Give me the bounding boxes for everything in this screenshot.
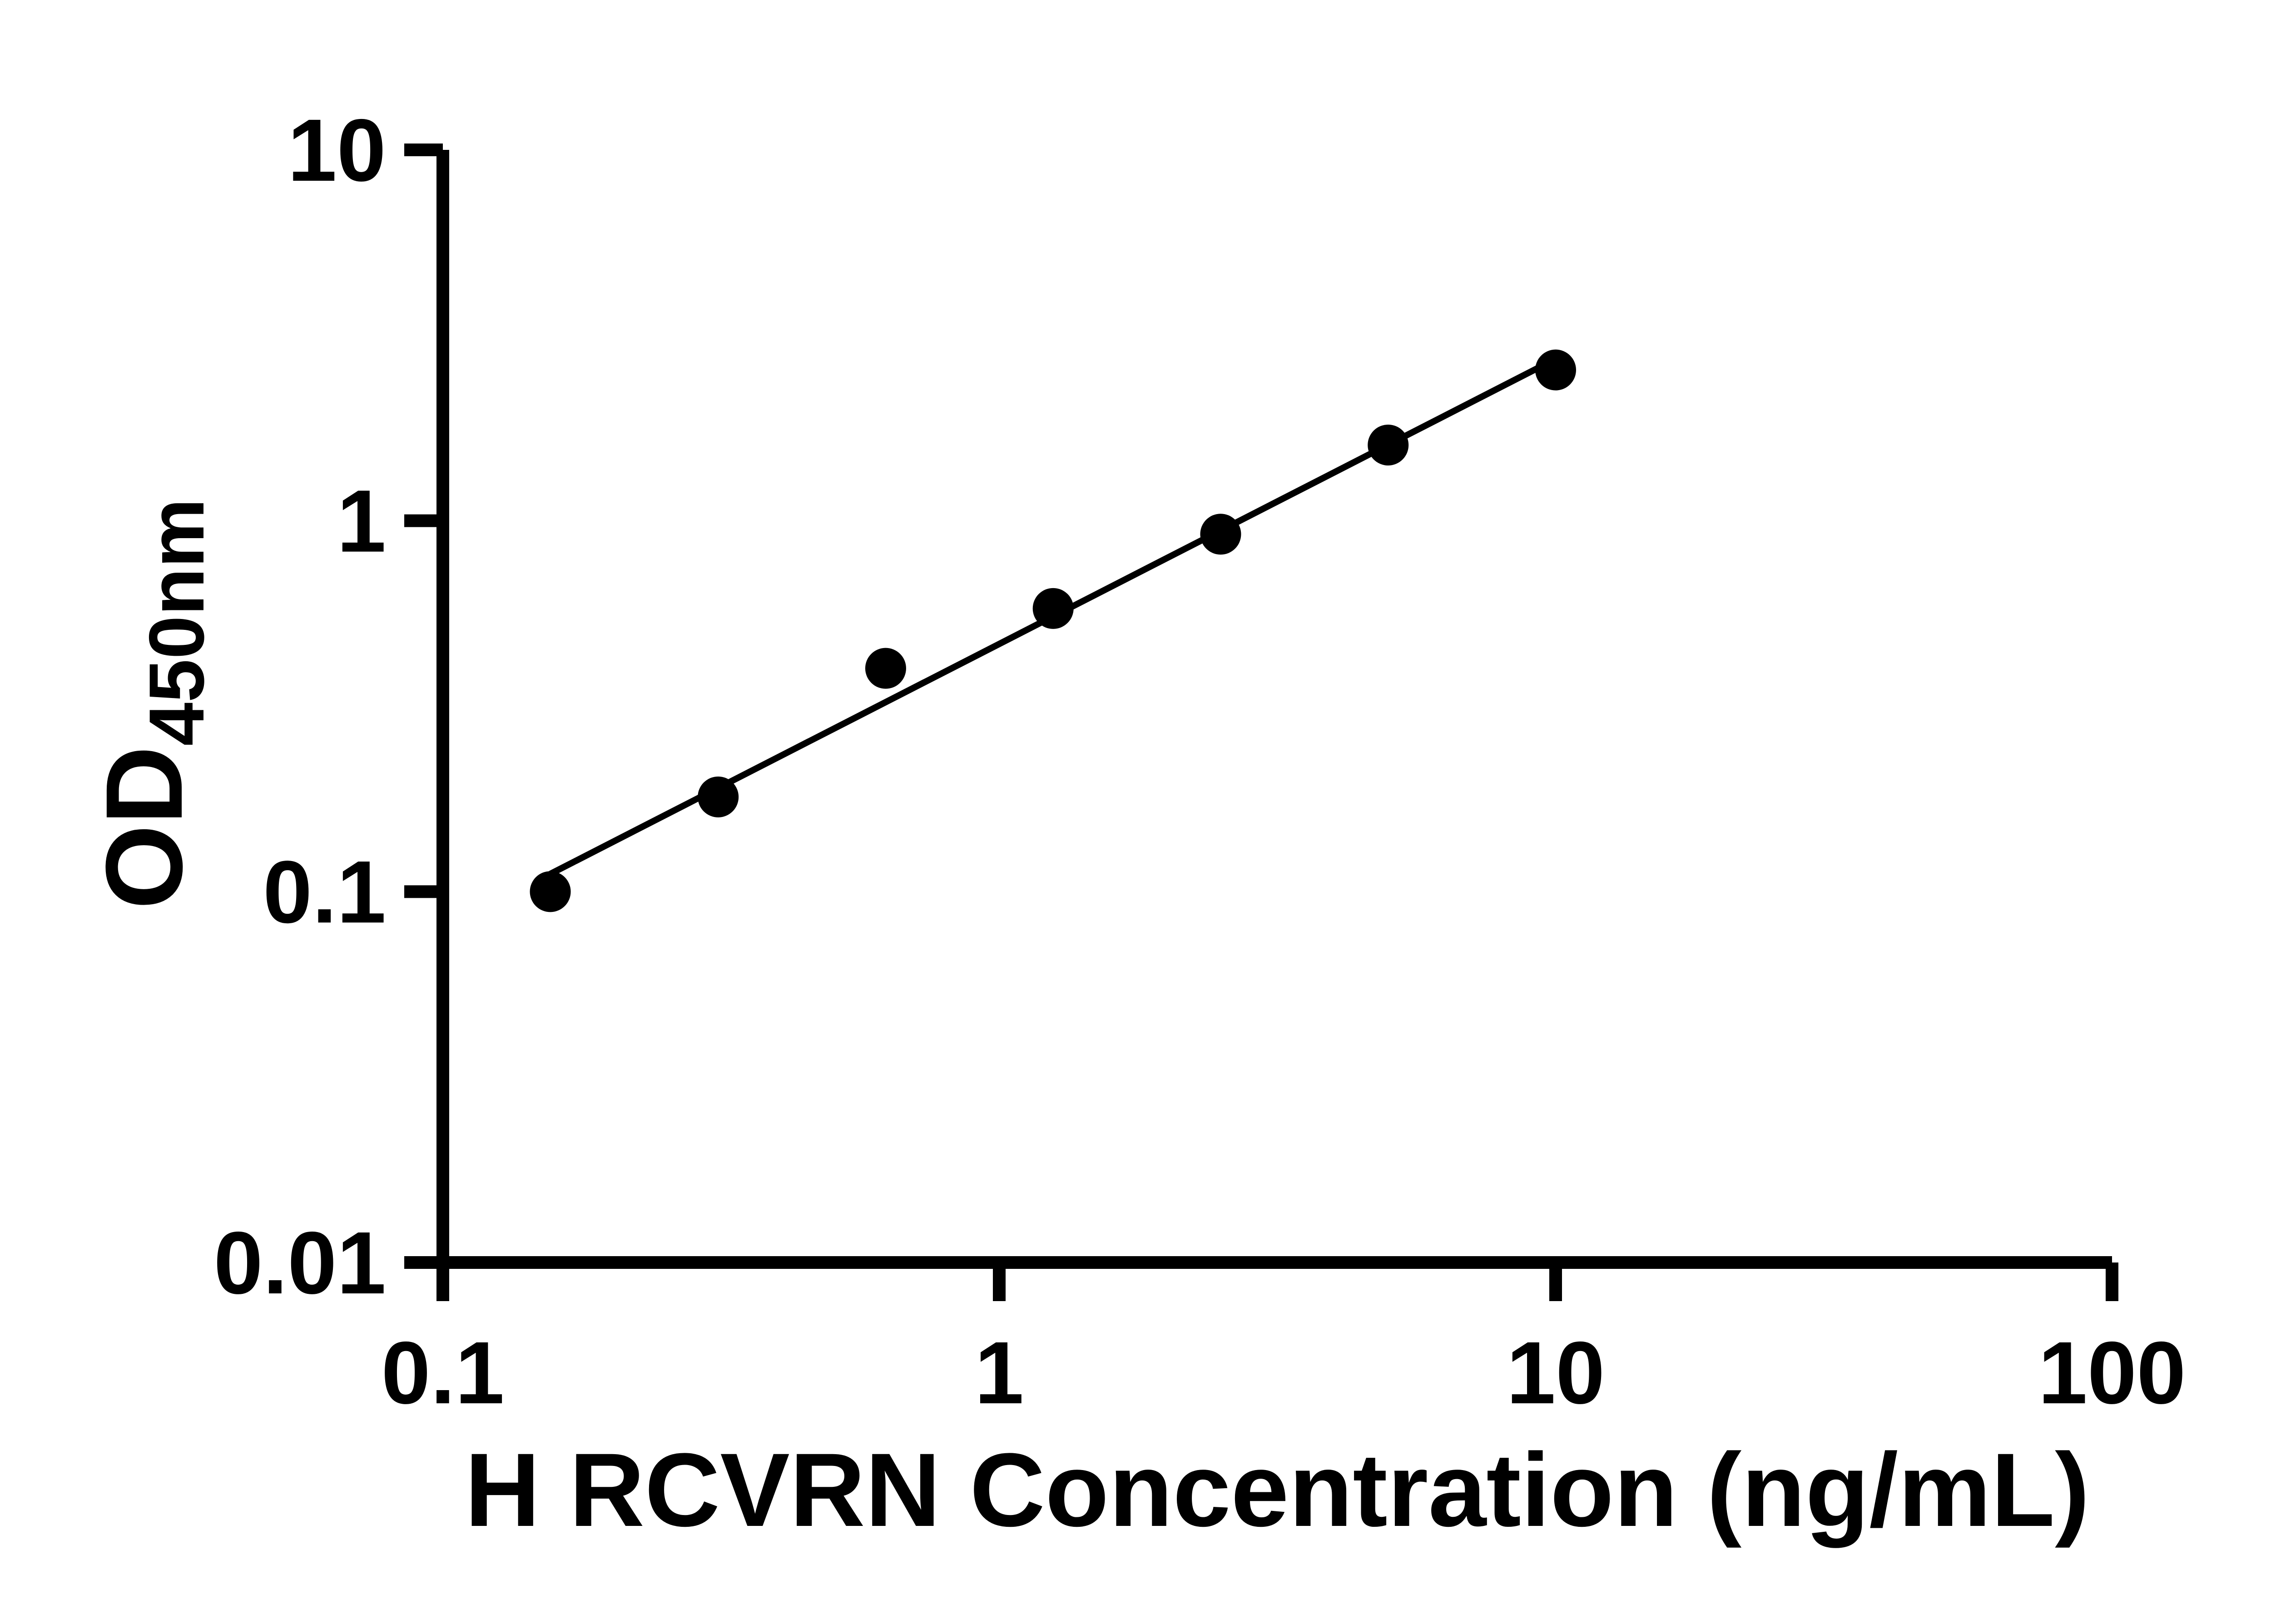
x-axis-title: H RCVRN Concentration (ng/mL) (465, 1431, 2090, 1548)
y-tick-label: 10 (288, 101, 386, 200)
data-point (1368, 424, 1409, 465)
data-point (865, 648, 906, 689)
y-tick-label: 0.01 (213, 1213, 386, 1312)
data-point (698, 776, 739, 817)
x-tick-label: 0.1 (381, 1323, 504, 1422)
data-point (530, 871, 571, 912)
y-axis-title-subscript: 450nm (133, 499, 220, 746)
y-tick-label: 0.1 (263, 842, 386, 941)
chart-plot-area: 0.1 1 10 100 0.01 0.1 1 10 (213, 101, 2186, 1422)
x-tick-label: 10 (1507, 1323, 1605, 1422)
x-tick-label: 1 (975, 1323, 1024, 1422)
data-point (1032, 588, 1074, 629)
y-axis-title: OD450nm (83, 499, 220, 910)
x-tick-label: 100 (2038, 1323, 2186, 1422)
data-point (1535, 349, 1576, 391)
y-tick-label: 1 (337, 472, 386, 571)
y-axis-title-main: OD (83, 746, 205, 909)
data-point (1200, 514, 1241, 555)
